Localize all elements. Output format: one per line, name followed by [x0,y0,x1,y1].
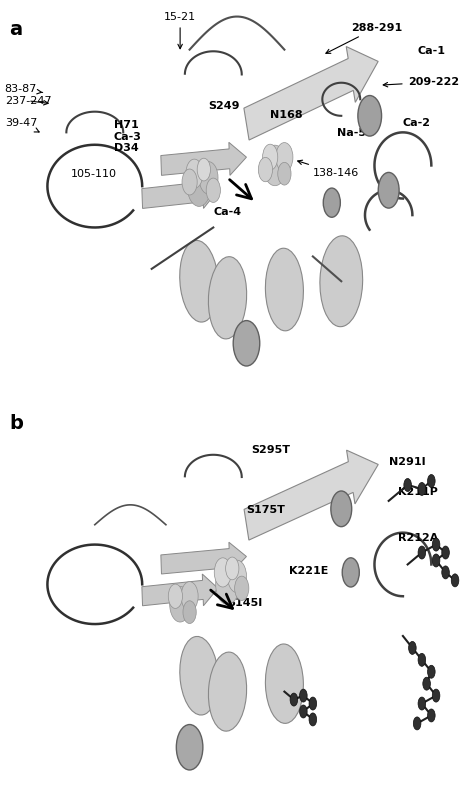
Bar [0,406,474,803]
Text: R212A: R212A [398,533,438,543]
Circle shape [181,581,198,611]
Text: Ca-2: Ca-2 [403,118,431,128]
FancyArrow shape [244,450,378,540]
Circle shape [197,158,210,181]
Circle shape [278,162,291,185]
Text: 39-47: 39-47 [5,118,39,132]
Text: S295T: S295T [251,445,290,455]
FancyArrow shape [142,574,218,606]
Circle shape [378,173,399,208]
Circle shape [418,483,426,496]
Circle shape [183,601,196,624]
FancyArrow shape [244,46,378,140]
FancyArrow shape [161,142,246,175]
Text: N291I: N291I [389,457,425,467]
Text: S249: S249 [209,101,240,111]
Circle shape [423,677,430,690]
Text: 209-222: 209-222 [383,77,459,87]
FancyArrow shape [161,543,246,574]
Circle shape [300,689,307,702]
Text: H71: H71 [114,120,138,130]
Text: a: a [9,20,23,39]
Text: S145I: S145I [228,599,263,608]
Text: Ca-1: Ca-1 [417,46,445,56]
Circle shape [206,178,220,203]
Text: 105-110: 105-110 [71,169,117,179]
Text: b: b [9,414,23,432]
Circle shape [199,161,218,194]
Circle shape [214,558,231,587]
Circle shape [404,478,411,491]
Circle shape [418,546,426,559]
Text: 15-21: 15-21 [164,12,196,49]
Circle shape [442,566,449,579]
Text: Ca-4: Ca-4 [213,208,241,217]
Ellipse shape [209,652,246,732]
Circle shape [263,145,287,186]
Text: Na-5: Na-5 [337,128,365,138]
Circle shape [187,166,211,206]
Circle shape [418,654,426,667]
Circle shape [290,693,298,706]
Circle shape [451,574,459,587]
Circle shape [300,705,307,718]
Circle shape [228,560,246,593]
Bar [0,0,474,414]
Circle shape [432,539,440,551]
Circle shape [442,546,449,559]
Circle shape [342,558,359,587]
Circle shape [418,697,426,710]
Ellipse shape [320,236,363,327]
Circle shape [413,717,421,730]
Circle shape [331,491,352,526]
FancyArrow shape [142,175,218,208]
Text: K211P: K211P [398,487,438,497]
Circle shape [309,713,317,726]
Circle shape [216,564,239,605]
Text: N168: N168 [270,110,303,120]
Circle shape [276,143,293,172]
Ellipse shape [265,644,303,723]
Ellipse shape [180,637,219,715]
Circle shape [432,689,440,702]
Text: D34: D34 [114,143,138,152]
Circle shape [226,557,239,580]
Circle shape [182,169,197,195]
Circle shape [170,586,191,622]
Circle shape [409,642,416,654]
Circle shape [428,665,435,678]
Circle shape [176,724,203,770]
Circle shape [235,576,249,600]
Circle shape [263,144,278,170]
Text: 138-146: 138-146 [298,161,359,178]
Text: S175T: S175T [246,505,285,515]
Circle shape [432,554,440,567]
Ellipse shape [180,240,219,322]
Circle shape [186,159,203,188]
Text: Ca-3: Ca-3 [114,132,142,142]
Circle shape [428,709,435,722]
Text: 237-247: 237-247 [5,96,51,105]
Text: K221E: K221E [289,566,328,576]
Circle shape [358,96,382,136]
Text: 288-291: 288-291 [326,23,402,54]
Circle shape [323,188,340,217]
Circle shape [258,157,273,182]
Ellipse shape [209,256,246,339]
Circle shape [233,320,260,366]
Circle shape [428,474,435,487]
Circle shape [309,697,317,710]
Circle shape [168,584,182,608]
Text: 83-87: 83-87 [5,84,43,94]
Ellipse shape [265,248,303,331]
